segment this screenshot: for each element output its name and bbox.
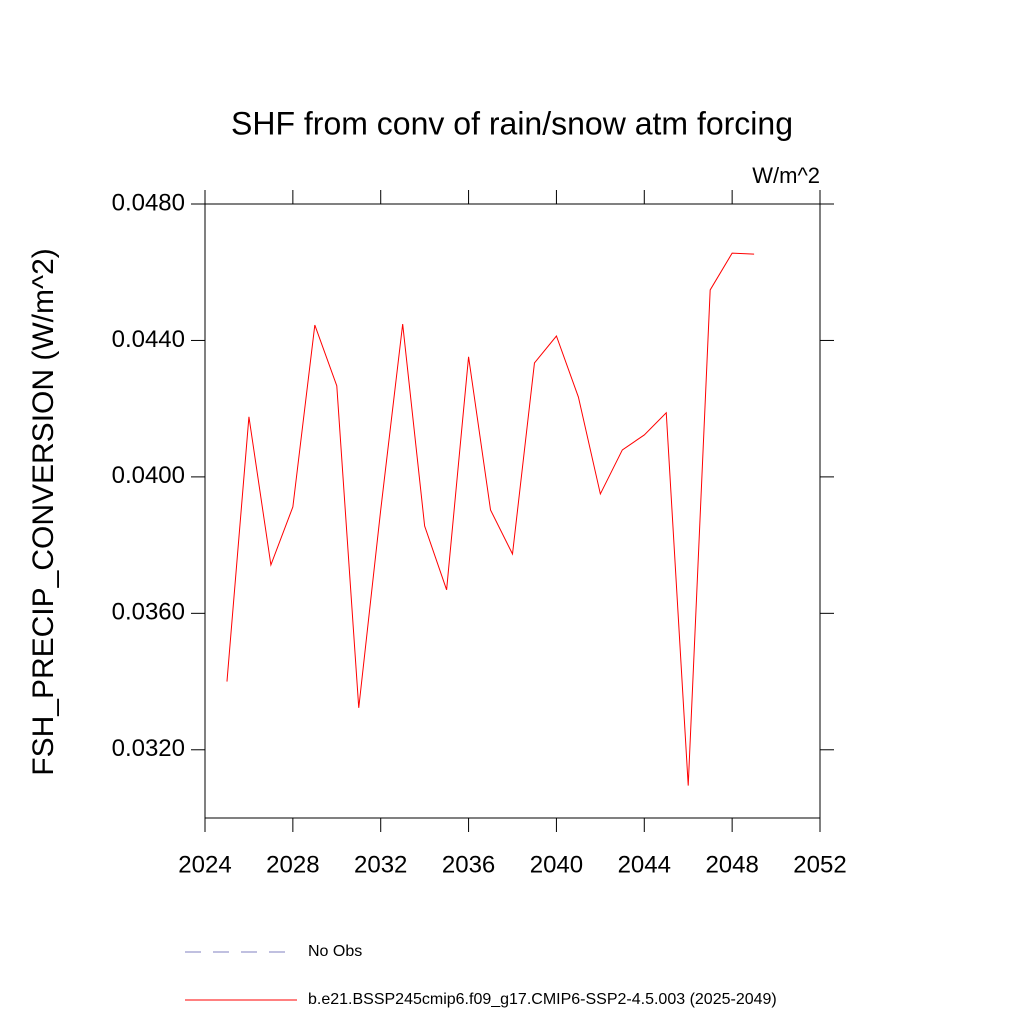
y-tick-label: 0.0320: [112, 735, 185, 762]
data-line: [226, 252, 755, 786]
legend-label: b.e21.BSSP245cmip6.f09_g17.CMIP6-SSP2-4.…: [308, 991, 777, 1008]
x-tick-label: 2052: [793, 851, 846, 878]
chart-title: SHF from conv of rain/snow atm forcing: [231, 105, 793, 141]
x-tick-label: 2048: [705, 851, 758, 878]
units-label: W/m^2: [752, 163, 820, 188]
y-tick-label: 0.0440: [112, 326, 185, 353]
y-tick-label: 0.0360: [112, 599, 185, 626]
y-tick-label: 0.0480: [112, 189, 185, 216]
plot-frame: [204, 203, 821, 819]
x-tick-label: 2040: [530, 851, 583, 878]
x-tick-label: 2024: [178, 851, 231, 878]
x-tick-label: 2036: [442, 851, 495, 878]
legend-label: No Obs: [308, 943, 362, 960]
y-tick-label: 0.0400: [112, 462, 185, 489]
x-tick-label: 2028: [266, 851, 319, 878]
x-tick-label: 2032: [354, 851, 407, 878]
y-axis-label: FSH_PRECIP_CONVERSION (W/m^2): [27, 248, 60, 775]
x-tick-label: 2044: [618, 851, 671, 878]
